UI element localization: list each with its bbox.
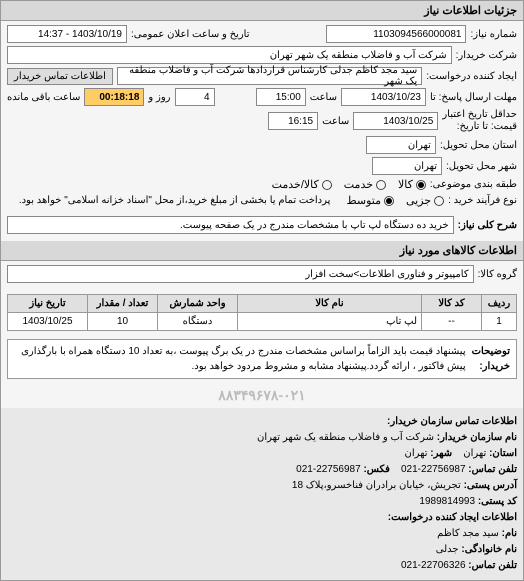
- contact-city-label: شهر:: [430, 448, 452, 459]
- time-label-2: ساعت: [322, 116, 349, 127]
- deadline-send-label: مهلت ارسال پاسخ: تا: [430, 92, 517, 103]
- table-row[interactable]: 1 -- لپ تاپ دستگاه 10 1403/10/25: [8, 313, 517, 331]
- col-date: تاریخ نیاز: [8, 295, 88, 313]
- creator-label: ایجاد کننده درخواست:: [426, 71, 517, 82]
- cell-name: لپ تاپ: [238, 313, 422, 331]
- name-label: نام:: [502, 528, 517, 539]
- radio-icon: [322, 180, 332, 190]
- public-date-label: تاریخ و ساعت اعلان عمومی:: [131, 29, 250, 40]
- class-label: طبقه بندی موضوعی:: [430, 179, 517, 190]
- need-info-header: جزئیات اطلاعات نیاز: [1, 1, 523, 21]
- province-label: استان:: [489, 448, 517, 459]
- cell-date: 1403/10/25: [8, 313, 88, 331]
- vol-note: پرداخت تمام یا بخشی از مبلغ خرید،از محل …: [19, 195, 331, 206]
- radio-icon: [384, 196, 394, 206]
- radio-icon: [434, 196, 444, 206]
- request-no-field[interactable]: 1103094566000081: [326, 25, 466, 43]
- class-item-label: کالا: [398, 178, 413, 191]
- creator-header: اطلاعات ایجاد کننده درخواست:: [388, 512, 517, 523]
- radio-icon: [376, 180, 386, 190]
- cell-qty: 10: [88, 313, 158, 331]
- col-unit: واحد شمارش: [158, 295, 238, 313]
- province-value: تهران: [463, 448, 486, 459]
- desc-label: شرح کلی نیاز:: [458, 220, 517, 231]
- contact-header: اطلاعات تماس سازمان خریدار:: [387, 416, 517, 427]
- deadline-time-field[interactable]: 15:00: [256, 88, 306, 106]
- creator-phone-label: تلفن تماس:: [468, 560, 517, 571]
- org-label: نام سازمان خریدار:: [437, 432, 517, 443]
- validity-label: حداقل تاریخ اعتبار قیمت: تا تاریخ:: [442, 109, 517, 133]
- class-radio-group: کالا خدمت کالا/خدمت: [272, 178, 426, 191]
- addr-value: تجریش، خیابان برادران فناخسرو،پلاک 18: [292, 480, 461, 491]
- buyer-label: شرکت خریدار:: [456, 50, 517, 61]
- vol-small-label: جزیی: [406, 194, 431, 207]
- delivery-place-label: استان محل تحویل:: [440, 140, 517, 151]
- request-no-label: شماره نیاز:: [470, 29, 517, 40]
- items-info-header: اطلاعات کالاهای مورد نیاز: [1, 241, 523, 261]
- org-value: شرکت آب و فاضلاب منطقه یک شهر تهران: [257, 432, 434, 443]
- phone-label: تلفن تماس:: [468, 464, 517, 475]
- days-label: روز و: [148, 92, 170, 103]
- contact-city-value: تهران: [404, 448, 427, 459]
- contact-info-button[interactable]: اطلاعات تماس خریدار: [7, 68, 113, 85]
- postal-value: 1989814993: [419, 496, 475, 507]
- addr-label: آدرس پستی:: [464, 480, 517, 491]
- group-field[interactable]: کامپیوتر و فناوری اطلاعات>سخت افزار: [7, 265, 474, 283]
- watermark: ۸۸۳۴۹۶۷۸-۰۲۱: [1, 383, 523, 408]
- city-label: شهر محل تحویل:: [446, 161, 517, 172]
- public-date-field[interactable]: 1403/10/19 - 14:37: [7, 25, 127, 43]
- radio-icon: [416, 180, 426, 190]
- cell-row: 1: [482, 313, 517, 331]
- validity-date-field[interactable]: 1403/10/25: [353, 112, 438, 130]
- days-remaining-field: 4: [175, 88, 215, 106]
- class-both-radio[interactable]: کالا/خدمت: [272, 178, 332, 191]
- vol-small-radio[interactable]: جزیی: [406, 194, 444, 207]
- group-label: گروه کالا:: [478, 269, 517, 280]
- deadline-date-field[interactable]: 1403/10/23: [341, 88, 426, 106]
- creator-phone-value: 22706326-021: [401, 560, 466, 571]
- remaining-label: ساعت باقی مانده: [7, 92, 80, 103]
- cell-code: --: [422, 313, 482, 331]
- table-header-row: ردیف کد کالا نام کالا واحد شمارش تعداد /…: [8, 295, 517, 313]
- name-value: سید مجد کاظم: [437, 528, 499, 539]
- class-service-label: خدمت: [344, 178, 373, 191]
- col-code: کد کالا: [422, 295, 482, 313]
- creator-field[interactable]: سید مجد کاظم جدلی کارشناس قرارداد‌ها شرک…: [117, 67, 422, 85]
- note-text: پیشنهاد قیمت باید الزاماً براساس مشخصات …: [14, 344, 466, 374]
- time-label-1: ساعت: [310, 92, 337, 103]
- contact-section: اطلاعات تماس سازمان خریدار: نام سازمان خ…: [1, 408, 523, 580]
- fax-label: فکس:: [363, 464, 389, 475]
- items-table: ردیف کد کالا نام کالا واحد شمارش تعداد /…: [7, 294, 517, 331]
- class-service-radio[interactable]: خدمت: [344, 178, 386, 191]
- cell-unit: دستگاه: [158, 313, 238, 331]
- delivery-place-field[interactable]: تهران: [366, 136, 436, 154]
- family-value: جدلی: [436, 544, 459, 555]
- family-label: نام خانوادگی:: [461, 544, 517, 555]
- city-field[interactable]: تهران: [372, 157, 442, 175]
- volume-radio-group: جزیی متوسط: [346, 194, 444, 207]
- class-both-label: کالا/خدمت: [272, 178, 319, 191]
- note-label: توضیحات خریدار:: [472, 344, 510, 374]
- main-container: جزئیات اطلاعات نیاز شماره نیاز: 11030945…: [0, 0, 524, 581]
- buyer-note-box: توضیحات خریدار: پیشنهاد قیمت باید الزاما…: [7, 339, 517, 379]
- postal-label: کد پستی:: [478, 496, 517, 507]
- volume-label: نوع فرآیند خرید :: [448, 195, 517, 206]
- time-remaining-field: 00:18:18: [84, 88, 144, 106]
- col-row: ردیف: [482, 295, 517, 313]
- items-table-wrap: ردیف کد کالا نام کالا واحد شمارش تعداد /…: [1, 290, 523, 335]
- fax-value: 22756987-021: [296, 464, 361, 475]
- vol-medium-radio[interactable]: متوسط: [346, 194, 394, 207]
- col-name: نام کالا: [238, 295, 422, 313]
- phone-value: 22756987-021: [401, 464, 466, 475]
- form-area: شماره نیاز: 1103094566000081 تاریخ و ساع…: [1, 21, 523, 241]
- vol-medium-label: متوسط: [346, 194, 381, 207]
- validity-time-field[interactable]: 16:15: [268, 112, 318, 130]
- buyer-field[interactable]: شرکت آب و فاضلاب منطقه یک شهر تهران: [7, 46, 452, 64]
- desc-field[interactable]: خرید ده دستگاه لپ تاپ با مشخصات مندرج در…: [7, 216, 454, 234]
- col-qty: تعداد / مقدار: [88, 295, 158, 313]
- class-item-radio[interactable]: کالا: [398, 178, 426, 191]
